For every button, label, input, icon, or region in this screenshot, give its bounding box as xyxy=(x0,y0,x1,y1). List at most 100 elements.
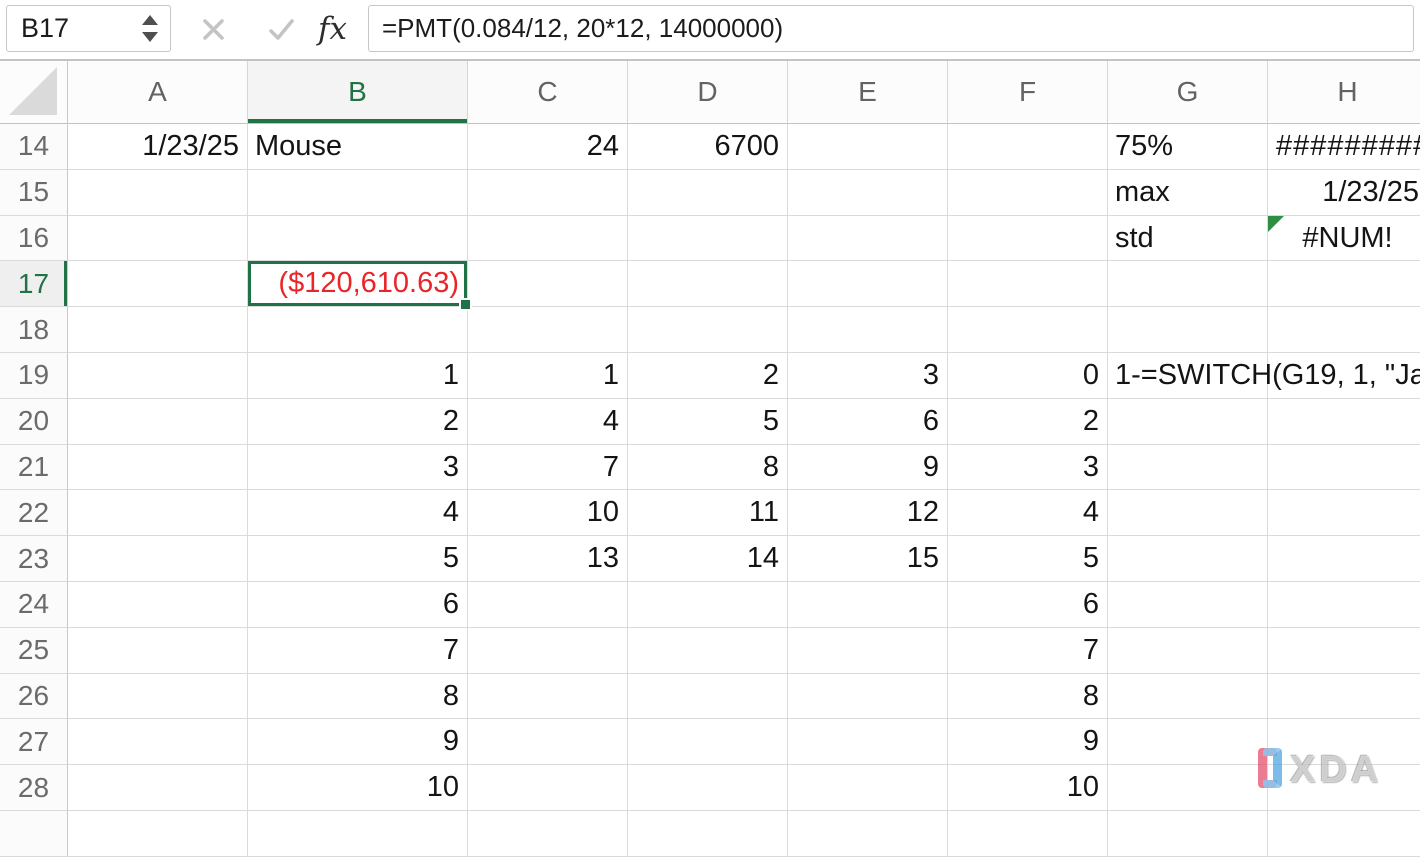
cell-F25[interactable]: 7 xyxy=(948,627,1108,674)
cell[interactable] xyxy=(468,673,628,720)
cell-B22[interactable]: 4 xyxy=(248,490,468,537)
cell[interactable] xyxy=(1268,444,1420,491)
cell[interactable] xyxy=(1268,536,1420,582)
cell[interactable] xyxy=(628,581,788,628)
cell-G19[interactable]: 1-=SWITCH(G19, 1, "Ja xyxy=(1108,352,1420,399)
cell-H15[interactable]: 1/23/25 xyxy=(1268,169,1420,216)
cell[interactable] xyxy=(788,673,948,720)
cell-B28[interactable]: 10 xyxy=(248,765,468,811)
row-header-29[interactable] xyxy=(0,810,68,857)
cell[interactable] xyxy=(948,307,1108,353)
cell-D21[interactable]: 8 xyxy=(628,444,788,491)
cell-B20[interactable]: 2 xyxy=(248,398,468,445)
row-header-23[interactable]: 23 xyxy=(0,536,68,582)
col-header-A[interactable]: A xyxy=(68,61,248,124)
cell[interactable] xyxy=(68,810,248,857)
cell-D23[interactable]: 14 xyxy=(628,536,788,582)
cell-F19[interactable]: 0 xyxy=(948,352,1108,399)
col-header-E[interactable]: E xyxy=(788,61,948,124)
cell-B25[interactable]: 7 xyxy=(248,627,468,674)
cell[interactable] xyxy=(788,169,948,216)
cell-F21[interactable]: 3 xyxy=(948,444,1108,491)
cell-H14[interactable]: ########## xyxy=(1268,124,1420,170)
cell[interactable] xyxy=(68,352,248,399)
cell[interactable] xyxy=(468,581,628,628)
cell[interactable] xyxy=(1268,352,1420,399)
cell[interactable] xyxy=(1268,581,1420,628)
cell[interactable] xyxy=(1108,536,1268,582)
cell-E23[interactable]: 15 xyxy=(788,536,948,582)
cell[interactable] xyxy=(68,581,248,628)
col-header-C[interactable]: C xyxy=(468,61,628,124)
cell[interactable] xyxy=(948,124,1108,170)
cell[interactable] xyxy=(68,261,248,308)
cell[interactable] xyxy=(68,673,248,720)
cell[interactable] xyxy=(1108,673,1268,720)
cell-F24[interactable]: 6 xyxy=(948,581,1108,628)
cancel-button[interactable] xyxy=(193,0,233,59)
name-box-stepper[interactable] xyxy=(142,15,158,42)
cell-A14[interactable]: 1/23/25 xyxy=(68,124,248,170)
row-header-14[interactable]: 14 xyxy=(0,124,68,170)
cell-F27[interactable]: 9 xyxy=(948,719,1108,766)
cell[interactable] xyxy=(68,719,248,766)
cell[interactable] xyxy=(1268,307,1420,353)
row-header-28[interactable]: 28 xyxy=(0,765,68,811)
cell[interactable] xyxy=(1268,673,1420,720)
name-box[interactable]: B17 xyxy=(6,5,171,52)
cell[interactable] xyxy=(1108,581,1268,628)
cell-B14[interactable]: Mouse xyxy=(248,124,468,170)
cell[interactable] xyxy=(628,810,788,857)
cell-D14[interactable]: 6700 xyxy=(628,124,788,170)
cell-G16[interactable]: std xyxy=(1108,215,1268,262)
col-header-F[interactable]: F xyxy=(948,61,1108,124)
cell[interactable] xyxy=(468,765,628,811)
cell-F23[interactable]: 5 xyxy=(948,536,1108,582)
cell[interactable] xyxy=(1268,398,1420,445)
row-header-19[interactable]: 19 xyxy=(0,352,68,399)
stepper-up-icon[interactable] xyxy=(142,15,158,25)
cell[interactable] xyxy=(948,215,1108,262)
col-header-D[interactable]: D xyxy=(628,61,788,124)
cell[interactable] xyxy=(1108,398,1268,445)
cell[interactable] xyxy=(68,490,248,537)
row-header-27[interactable]: 27 xyxy=(0,719,68,766)
cell[interactable] xyxy=(1108,627,1268,674)
cell-F26[interactable]: 8 xyxy=(948,673,1108,720)
cell[interactable] xyxy=(788,307,948,353)
row-header-26[interactable]: 26 xyxy=(0,673,68,720)
cell[interactable] xyxy=(1108,307,1268,353)
cell-D22[interactable]: 11 xyxy=(628,490,788,537)
col-header-H[interactable]: H xyxy=(1268,61,1420,124)
cell[interactable] xyxy=(68,398,248,445)
row-header-18[interactable]: 18 xyxy=(0,307,68,353)
cell-C22[interactable]: 10 xyxy=(468,490,628,537)
cell[interactable] xyxy=(68,627,248,674)
cell[interactable] xyxy=(788,215,948,262)
cell[interactable] xyxy=(628,673,788,720)
cell-F28[interactable]: 10 xyxy=(948,765,1108,811)
cell[interactable] xyxy=(1108,719,1268,766)
cell[interactable] xyxy=(1108,765,1268,811)
col-header-B-selected[interactable]: B xyxy=(248,61,468,124)
cell[interactable] xyxy=(468,169,628,216)
cell[interactable] xyxy=(1268,627,1420,674)
cell[interactable] xyxy=(68,215,248,262)
cell[interactable] xyxy=(788,765,948,811)
cell-D20[interactable]: 5 xyxy=(628,398,788,445)
cell-B19[interactable]: 1 xyxy=(248,352,468,399)
cell[interactable] xyxy=(1268,490,1420,537)
cell-G14[interactable]: 75% xyxy=(1108,124,1268,170)
cell[interactable] xyxy=(948,169,1108,216)
cell[interactable] xyxy=(788,810,948,857)
cell[interactable] xyxy=(468,307,628,353)
cell[interactable] xyxy=(1108,810,1268,857)
cell[interactable] xyxy=(468,810,628,857)
cell[interactable] xyxy=(68,169,248,216)
cell[interactable] xyxy=(248,810,468,857)
cell[interactable] xyxy=(948,261,1108,308)
row-header-16[interactable]: 16 xyxy=(0,215,68,262)
cell-B23[interactable]: 5 xyxy=(248,536,468,582)
cell-F20[interactable]: 2 xyxy=(948,398,1108,445)
row-header-21[interactable]: 21 xyxy=(0,444,68,491)
